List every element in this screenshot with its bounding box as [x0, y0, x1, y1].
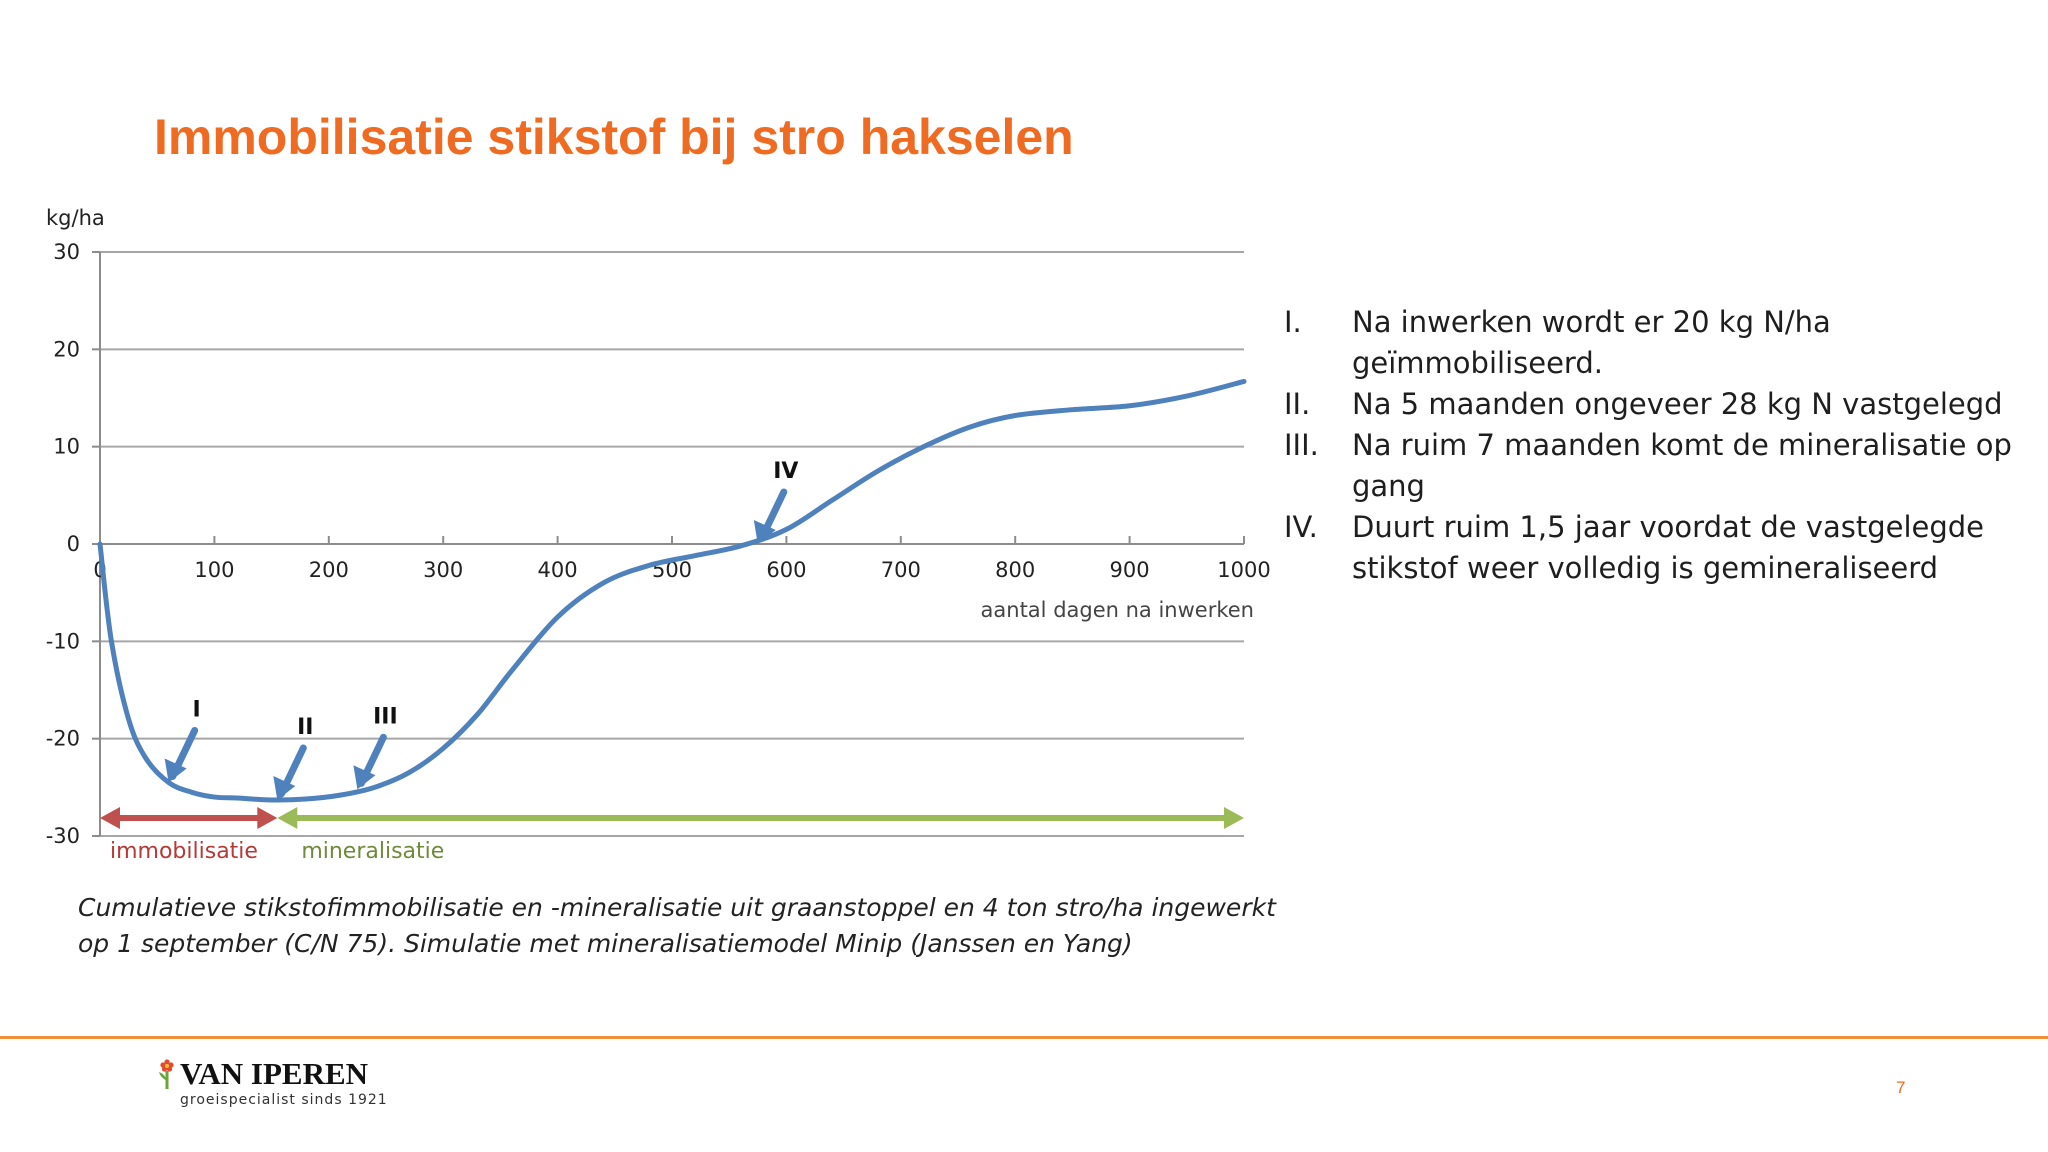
- series-line: [97, 378, 1247, 803]
- x-tick-label: 200: [309, 558, 349, 582]
- caption-line-2: op 1 september (C/N 75). Simulatie met m…: [78, 929, 1133, 958]
- x-tick-label: 1000: [1217, 558, 1270, 582]
- phase-arrowhead: [277, 807, 298, 829]
- annotation-label: IV: [773, 459, 798, 484]
- footer-divider: [0, 1036, 2048, 1039]
- caption-line-1: Cumulatieve stikstofimmobilisatie en -mi…: [78, 893, 1276, 922]
- x-tick-label: 800: [995, 558, 1035, 582]
- y-tick-label: 30: [53, 240, 80, 264]
- notes-list: I. Na inwerken wordt er 20 kg N/ha geïmm…: [1284, 302, 2024, 589]
- logo-name: VAN IPEREN: [180, 1056, 369, 1091]
- phase-arrowhead: [1224, 807, 1244, 829]
- annotation-arrowhead: [273, 775, 296, 800]
- x-tick-label: 600: [766, 558, 806, 582]
- flower-icon: [159, 1059, 174, 1089]
- annotation-arrowhead: [353, 765, 376, 790]
- y-axis-label: kg/ha: [46, 206, 105, 230]
- phase-arrows-layer: immobilisatie mineralisatie: [100, 807, 1244, 864]
- note-number: IV.: [1284, 510, 1318, 544]
- chart-caption: Cumulatieve stikstofimmobilisatie en -mi…: [78, 890, 1278, 962]
- note-text: Na ruim 7 maanden komt de mineralisatie …: [1352, 428, 2012, 503]
- note-item: I. Na inwerken wordt er 20 kg N/ha geïmm…: [1284, 302, 2024, 384]
- x-tick-label: 400: [538, 558, 578, 582]
- note-item: III. Na ruim 7 maanden komt de mineralis…: [1284, 425, 2024, 507]
- note-number: II.: [1284, 387, 1311, 421]
- annotation-label: II: [297, 715, 313, 740]
- gridlines: [100, 251, 1244, 837]
- note-item: IV. Duurt ruim 1,5 jaar voordat de vastg…: [1284, 507, 2024, 589]
- phase-label: mineralisatie: [301, 839, 444, 864]
- note-text: Na inwerken wordt er 20 kg N/ha geïmmobi…: [1352, 305, 1831, 380]
- annotation-label: III: [373, 704, 398, 729]
- y-tick-label: 0: [67, 532, 80, 556]
- note-item: II. Na 5 maanden ongeveer 28 kg N vastge…: [1284, 384, 2024, 425]
- phase-label: immobilisatie: [110, 839, 258, 864]
- y-tick-label: -20: [46, 727, 80, 751]
- slide-title: Immobilisatie stikstof bij stro hakselen: [154, 109, 1074, 165]
- x-axis-label: aantal dagen na inwerken: [981, 598, 1254, 622]
- annotation-label: I: [193, 697, 201, 722]
- phase-arrowhead: [100, 807, 120, 829]
- note-text: Na 5 maanden ongeveer 28 kg N vastgelegd: [1352, 387, 2003, 421]
- y-tick-label: -30: [46, 824, 80, 848]
- phase-arrowhead: [257, 807, 278, 829]
- x-tick-label: 900: [1110, 558, 1150, 582]
- series-layer: [97, 378, 1247, 803]
- company-logo: VAN IPEREN groeispecialist sinds 1921: [156, 1056, 388, 1108]
- y-tick-label: 10: [53, 435, 80, 459]
- logo-tagline: groeispecialist sinds 1921: [180, 1092, 388, 1108]
- annotation-arrowhead: [164, 758, 187, 783]
- note-number: I.: [1284, 305, 1302, 339]
- annotation-arrowhead: [753, 520, 776, 544]
- x-tick-label: 700: [881, 558, 921, 582]
- x-tick-label: 300: [423, 558, 463, 582]
- y-tick-label: -10: [46, 629, 80, 653]
- note-number: III.: [1284, 428, 1319, 462]
- page-number: 7: [1896, 1078, 1906, 1097]
- note-text: Duurt ruim 1,5 jaar voordat de vastgeleg…: [1352, 510, 1985, 585]
- y-tick-label: 20: [53, 337, 80, 361]
- x-tick-label: 100: [194, 558, 234, 582]
